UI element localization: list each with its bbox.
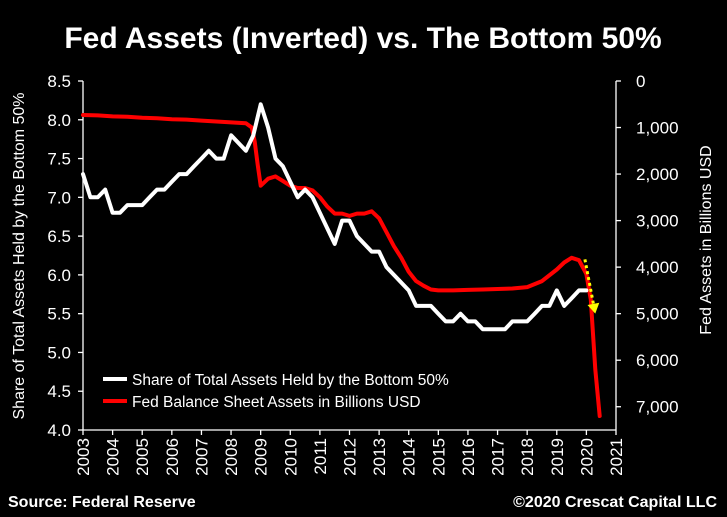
x-tick-label: 2010 [281, 438, 300, 476]
legend: Share of Total Assets Held by the Bottom… [103, 372, 449, 411]
right-tick-label: 2,000 [636, 165, 679, 184]
x-tick-label: 2021 [607, 438, 626, 476]
right-axis-ticks: 0 1,000 2,000 3,000 4,000 5,000 6,000 7,000 [616, 72, 679, 417]
x-tick-label: 2013 [370, 438, 389, 476]
legend-label-bottom-50: Share of Total Assets Held by the Bottom… [132, 372, 449, 389]
right-tick-label: 5,000 [636, 305, 679, 324]
left-tick-label: 7.5 [47, 150, 71, 169]
x-tick-label: 2003 [74, 438, 93, 476]
x-tick-label: 2014 [400, 438, 419, 476]
chart-title: Fed Assets (Inverted) vs. The Bottom 50% [64, 22, 661, 55]
right-tick-label: 4,000 [636, 258, 679, 277]
x-tick-label: 2015 [429, 438, 448, 476]
right-axis-label: Fed Assets in Billions USD [698, 145, 715, 334]
right-tick-label: 3,000 [636, 212, 679, 231]
right-tick-label: 0 [636, 72, 645, 91]
left-tick-label: 5.5 [47, 305, 71, 324]
right-tick-label: 6,000 [636, 351, 679, 370]
annotation-arrow-head [587, 302, 600, 314]
x-tick-label: 2019 [548, 438, 567, 476]
x-tick-label: 2005 [133, 438, 152, 476]
series-layer [81, 102, 602, 418]
left-tick-label: 4.0 [47, 421, 71, 440]
source-note: Source: Federal Reserve [8, 494, 196, 511]
x-tick-label: 2016 [459, 438, 478, 476]
x-tick-label: 2020 [577, 438, 596, 476]
left-axis-label: Share of Total Assets Held by the Bottom… [11, 93, 28, 420]
left-tick-label: 8.5 [47, 72, 71, 91]
x-axis-ticks: 2003 2004 2005 2006 2007 2008 2009 2010 2011 2012… [74, 430, 626, 476]
left-tick-label: 5.0 [47, 343, 71, 362]
x-tick-label: 2008 [222, 438, 241, 476]
series-line-fed-assets [81, 113, 602, 418]
x-tick-label: 2007 [192, 438, 211, 476]
x-tick-label: 2011 [311, 438, 330, 475]
right-tick-label: 1,000 [636, 119, 679, 138]
annotation-arrow-shaft [583, 259, 595, 305]
right-tick-label: 7,000 [636, 398, 679, 417]
left-axis-ticks: 4.0 4.5 5.0 5.5 6.0 6.5 7.0 7.5 8.0 8.5 [47, 72, 83, 440]
series-line-bottom-50 [81, 102, 589, 332]
copyright-note: ©2020 Crescat Capital LLC [513, 494, 717, 511]
left-tick-label: 4.5 [47, 382, 71, 401]
x-tick-label: 2009 [252, 438, 271, 476]
x-tick-label: 2018 [518, 438, 537, 476]
x-tick-label: 2012 [341, 438, 360, 476]
annotation-layer [583, 259, 600, 314]
left-tick-label: 8.0 [47, 111, 71, 130]
left-tick-label: 6.5 [47, 227, 71, 246]
x-tick-label: 2006 [163, 438, 182, 476]
x-tick-label: 2017 [489, 438, 508, 476]
left-tick-label: 6.0 [47, 266, 71, 285]
left-tick-label: 7.0 [47, 188, 71, 207]
legend-label-fed-assets: Fed Balance Sheet Assets in Billions USD [132, 394, 421, 411]
x-tick-label: 2004 [104, 438, 123, 476]
